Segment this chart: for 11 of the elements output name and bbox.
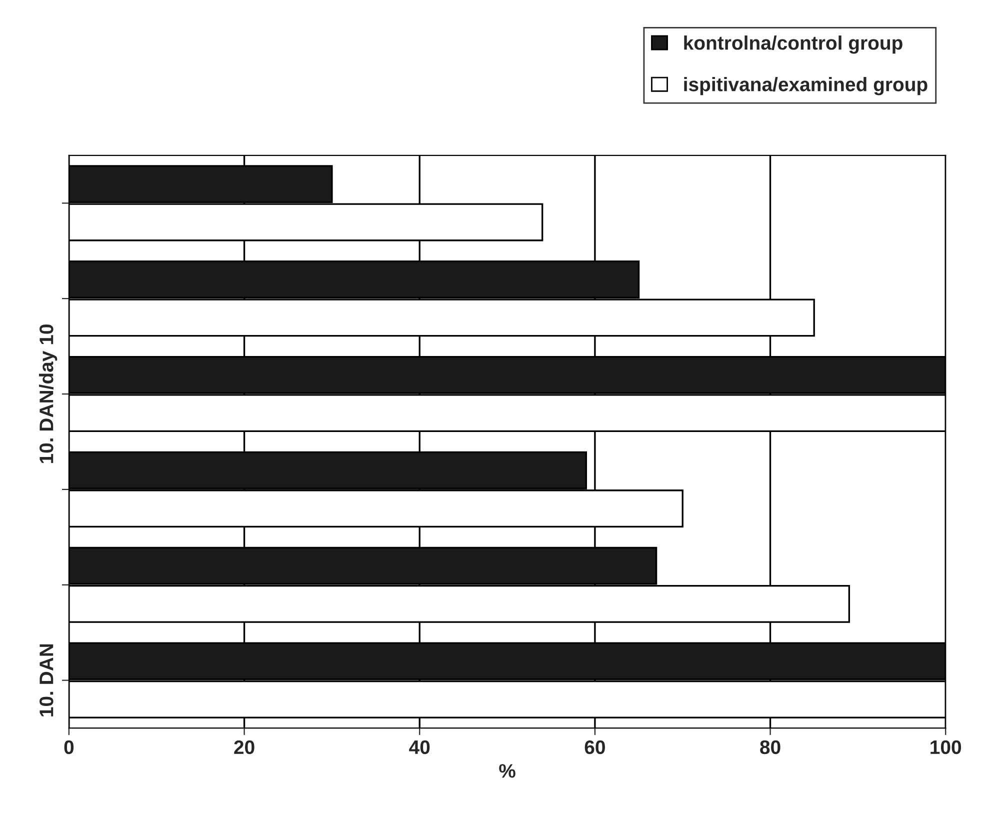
x-axis-title: % xyxy=(499,764,516,778)
x-tick-label: 80 xyxy=(760,740,780,754)
y-tick-label: 10. DAN/day 10 xyxy=(39,324,58,464)
x-tick-label: 0 xyxy=(64,740,74,754)
x-tick-label: 40 xyxy=(409,740,430,754)
x-tick-label: 100 xyxy=(930,740,962,754)
y-tick-label: 10. DAN xyxy=(40,644,54,716)
x-tick-label: 60 xyxy=(584,740,605,754)
x-tick-label: 20 xyxy=(234,740,254,754)
legend-label: kontrolna/control group xyxy=(684,35,902,54)
legend-label: ispitivana/examined group xyxy=(684,77,928,96)
